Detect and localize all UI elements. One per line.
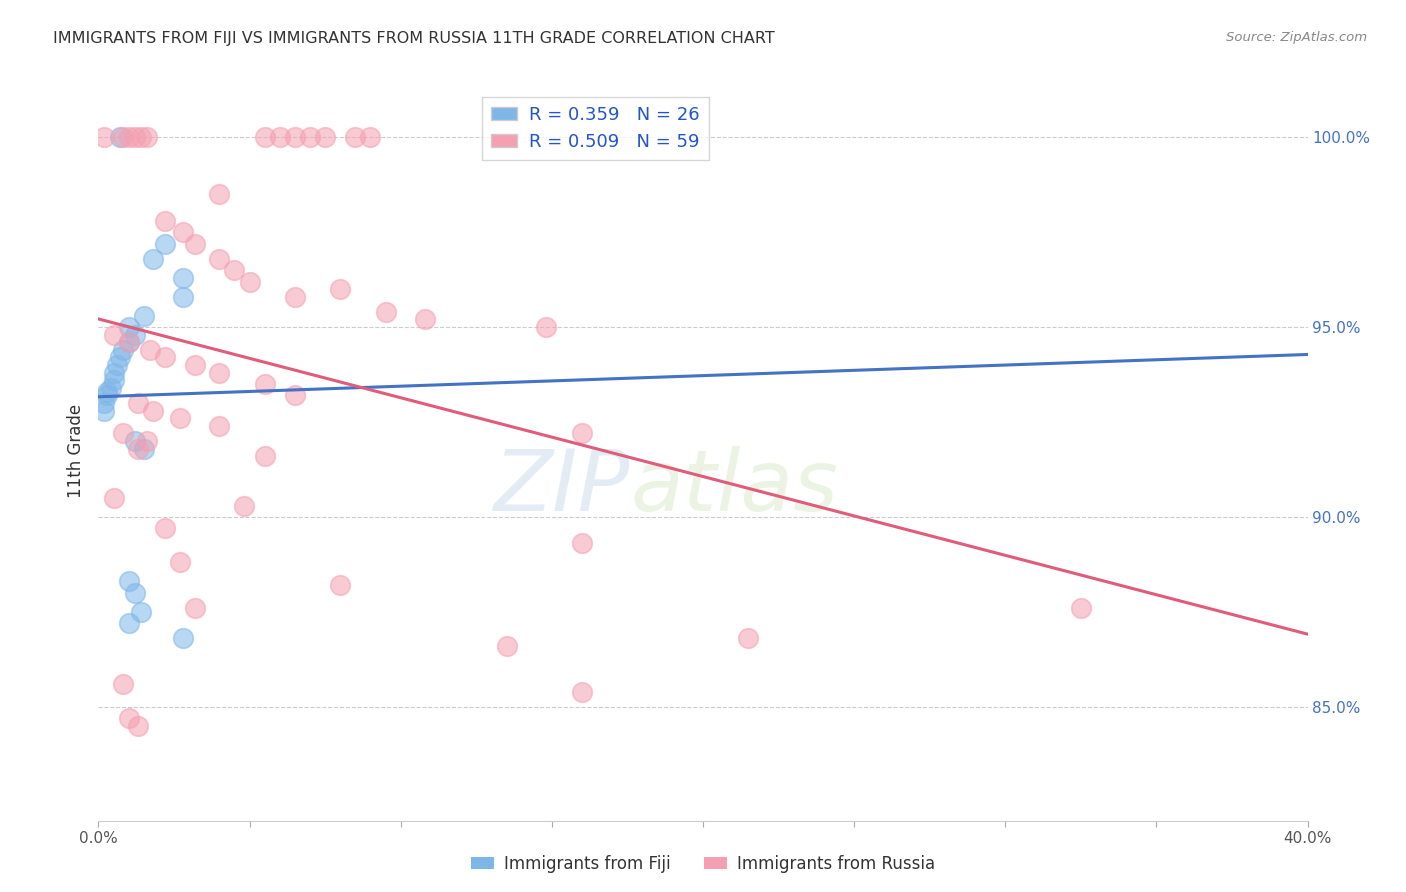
Point — [534, 320, 557, 334]
Point — [108, 351, 131, 365]
Point — [153, 213, 176, 227]
Point — [571, 536, 593, 550]
Point — [329, 578, 352, 592]
Point — [127, 396, 149, 410]
Point — [360, 130, 382, 145]
Point — [374, 305, 396, 319]
Point — [118, 711, 141, 725]
Point — [153, 521, 176, 535]
Point — [172, 632, 194, 646]
Point — [135, 130, 157, 145]
Point — [105, 358, 128, 372]
Point — [169, 411, 191, 425]
Point — [571, 684, 593, 698]
Point — [253, 377, 276, 392]
Point — [93, 396, 115, 410]
Point — [132, 442, 155, 456]
Point — [172, 270, 194, 285]
Point — [111, 426, 134, 441]
Point — [208, 187, 231, 202]
Point — [118, 335, 141, 350]
Point — [284, 130, 307, 145]
Point — [124, 586, 146, 600]
Point — [93, 130, 115, 145]
Point — [413, 312, 436, 326]
Point — [96, 388, 118, 402]
Point — [96, 384, 118, 399]
Point — [118, 335, 141, 350]
Point — [253, 130, 276, 145]
Point — [100, 381, 122, 395]
Point — [129, 130, 152, 145]
Text: IMMIGRANTS FROM FIJI VS IMMIGRANTS FROM RUSSIA 11TH GRADE CORRELATION CHART: IMMIGRANTS FROM FIJI VS IMMIGRANTS FROM … — [53, 31, 775, 46]
Point — [103, 491, 125, 505]
Point — [103, 366, 125, 380]
Point — [184, 236, 207, 251]
Point — [299, 130, 322, 145]
Point — [127, 442, 149, 456]
Point — [153, 236, 176, 251]
Point — [284, 388, 307, 402]
Point — [142, 252, 165, 266]
Point — [129, 605, 152, 619]
Point — [132, 309, 155, 323]
Point — [118, 320, 141, 334]
Point — [111, 677, 134, 691]
Text: atlas: atlas — [630, 446, 838, 529]
Y-axis label: 11th Grade: 11th Grade — [66, 403, 84, 498]
Point — [184, 601, 207, 615]
Point — [103, 327, 125, 342]
Point — [1070, 601, 1092, 615]
Point — [124, 327, 146, 342]
Point — [139, 343, 162, 357]
Point — [118, 616, 141, 631]
Text: Source: ZipAtlas.com: Source: ZipAtlas.com — [1226, 31, 1367, 45]
Point — [124, 130, 146, 145]
Point — [111, 130, 134, 145]
Point — [224, 263, 246, 277]
Point — [93, 403, 115, 417]
Point — [127, 719, 149, 733]
Point — [269, 130, 291, 145]
Point — [135, 434, 157, 448]
Point — [172, 290, 194, 304]
Point — [208, 252, 231, 266]
Point — [169, 556, 191, 570]
Point — [329, 282, 352, 296]
Legend: Immigrants from Fiji, Immigrants from Russia: Immigrants from Fiji, Immigrants from Ru… — [464, 848, 942, 880]
Point — [108, 130, 131, 145]
Point — [153, 351, 176, 365]
Text: ZIP: ZIP — [494, 446, 630, 529]
Point — [737, 632, 759, 646]
Point — [344, 130, 367, 145]
Point — [232, 499, 254, 513]
Point — [314, 130, 336, 145]
Point — [208, 366, 231, 380]
Point — [495, 639, 517, 653]
Point — [253, 449, 276, 463]
Point — [103, 373, 125, 387]
Point — [571, 426, 593, 441]
Point — [111, 343, 134, 357]
Point — [239, 275, 262, 289]
Point — [208, 418, 231, 433]
Point — [124, 434, 146, 448]
Legend: R = 0.359   N = 26, R = 0.509   N = 59: R = 0.359 N = 26, R = 0.509 N = 59 — [482, 96, 709, 160]
Point — [142, 403, 165, 417]
Point — [184, 358, 207, 372]
Point — [118, 574, 141, 589]
Point — [172, 225, 194, 239]
Point — [118, 130, 141, 145]
Point — [284, 290, 307, 304]
